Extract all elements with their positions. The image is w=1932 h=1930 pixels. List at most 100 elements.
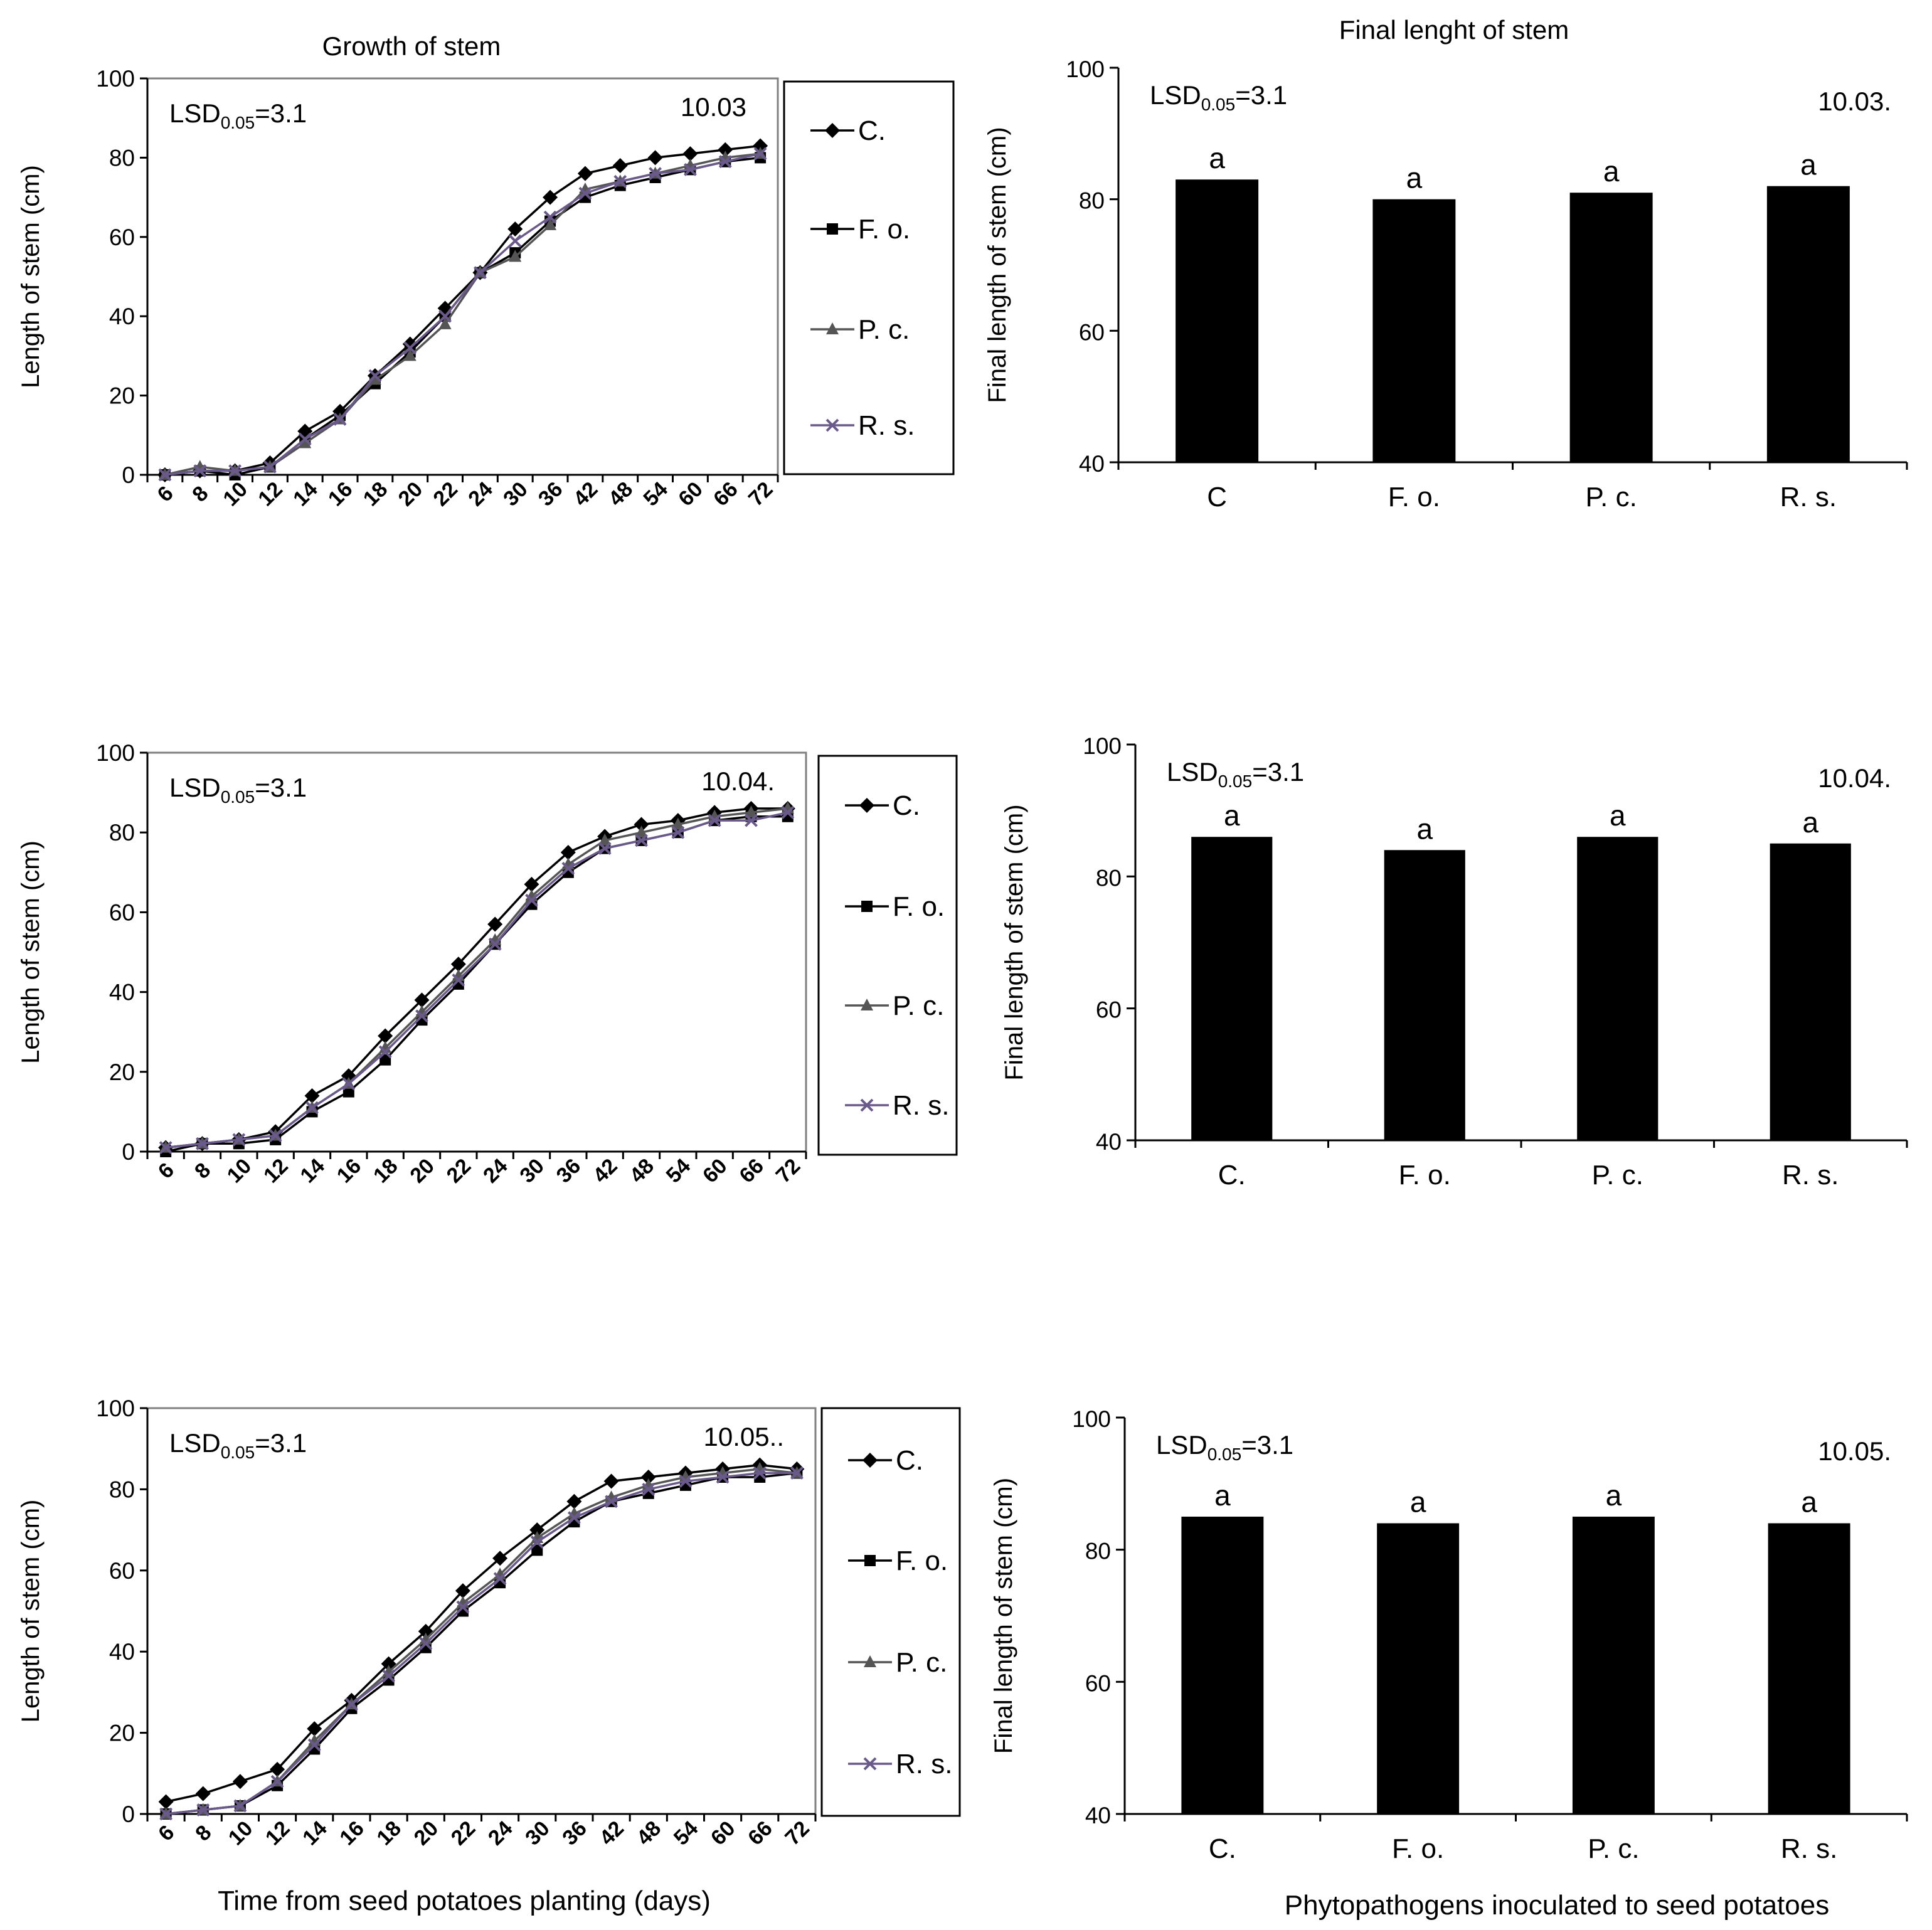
date-label: 10.05.. bbox=[704, 1422, 784, 1451]
y-tick-label: 60 bbox=[1085, 1670, 1111, 1696]
data-point bbox=[543, 189, 558, 205]
x-category-label: P. c. bbox=[1588, 1833, 1639, 1864]
data-point bbox=[438, 309, 452, 323]
legend-label: F. o. bbox=[896, 1546, 948, 1576]
x-tick-label: 54 bbox=[669, 1816, 703, 1850]
data-point bbox=[378, 1028, 393, 1044]
lsd-value: =3.1 bbox=[1252, 757, 1304, 787]
x-tick-label: 36 bbox=[534, 477, 568, 511]
data-point bbox=[649, 167, 662, 181]
data-point bbox=[524, 876, 539, 892]
legend-marker bbox=[860, 1098, 874, 1112]
x-tick-label: 14 bbox=[295, 1154, 329, 1188]
lsd-text: LSD bbox=[1167, 757, 1218, 787]
data-point bbox=[647, 150, 663, 166]
x-tick-label: 30 bbox=[499, 477, 533, 511]
y-axis-title: Length of stem (cm) bbox=[17, 840, 45, 1064]
data-point bbox=[270, 1774, 284, 1788]
bar-pc bbox=[1577, 837, 1659, 1140]
data-point bbox=[718, 155, 732, 169]
x-tick-label: 14 bbox=[298, 1816, 332, 1850]
y-axis-title: Length of stem (cm) bbox=[17, 165, 45, 388]
bar-pc bbox=[1569, 193, 1653, 462]
y-tick-label: 60 bbox=[1096, 997, 1122, 1023]
x-tick-label: 22 bbox=[447, 1816, 480, 1850]
data-point bbox=[263, 460, 277, 474]
data-point bbox=[438, 317, 452, 329]
x-tick-label: 24 bbox=[484, 1816, 518, 1850]
x-category-label: R. s. bbox=[1780, 482, 1837, 512]
data-point bbox=[640, 1469, 656, 1485]
data-point bbox=[544, 218, 557, 230]
significance-letter: a bbox=[1603, 155, 1620, 188]
significance-letter: a bbox=[1224, 799, 1240, 832]
x-tick-label: 8 bbox=[188, 482, 213, 507]
y-tick-label: 80 bbox=[109, 820, 135, 846]
x-category-label: R. s. bbox=[1781, 1833, 1837, 1864]
data-point bbox=[568, 1511, 581, 1525]
legend-label: P. c. bbox=[893, 990, 944, 1021]
bar-rs bbox=[1768, 1523, 1850, 1814]
x-tick-label: 30 bbox=[515, 1154, 549, 1188]
data-point bbox=[671, 825, 685, 839]
y-tick-label: 80 bbox=[109, 1477, 135, 1502]
legend-marker bbox=[864, 1555, 876, 1566]
data-point bbox=[414, 992, 430, 1008]
data-point bbox=[753, 1466, 767, 1480]
significance-letter: a bbox=[1610, 799, 1626, 832]
x-tick-label: 20 bbox=[405, 1154, 439, 1188]
data-point bbox=[232, 1133, 246, 1147]
data-point bbox=[753, 147, 767, 161]
y-tick-label: 20 bbox=[109, 1721, 135, 1746]
x-category-label: C bbox=[1207, 482, 1227, 512]
x-tick-label: 36 bbox=[552, 1154, 586, 1188]
data-point bbox=[368, 373, 381, 385]
y-tick-label: 60 bbox=[109, 225, 135, 250]
y-axis-title: Final length of stem (cm) bbox=[990, 1478, 1017, 1754]
series-line-c bbox=[166, 1463, 797, 1803]
data-point bbox=[531, 1544, 543, 1556]
data-point bbox=[635, 834, 648, 847]
y-tick-label: 100 bbox=[96, 66, 135, 92]
x-tick-label: 48 bbox=[604, 477, 638, 511]
x-category-label: P. c. bbox=[1585, 482, 1637, 512]
bar-fo bbox=[1372, 199, 1456, 462]
data-point bbox=[403, 341, 417, 355]
data-point bbox=[605, 1495, 618, 1508]
x-tick-label: 36 bbox=[558, 1816, 592, 1850]
data-point bbox=[270, 1761, 285, 1777]
y-axis-title: Final length of stem (cm) bbox=[984, 127, 1011, 403]
bar-fo bbox=[1384, 850, 1465, 1140]
data-point bbox=[233, 1799, 247, 1813]
legend-label: R. s. bbox=[858, 410, 915, 441]
x-tick-label: 8 bbox=[191, 1821, 216, 1846]
line-chart-lsd-label: LSD0.05=3.1 bbox=[169, 773, 307, 807]
data-point bbox=[718, 142, 733, 157]
x-tick-label: 30 bbox=[521, 1816, 555, 1850]
legend-box bbox=[817, 755, 958, 1156]
legend-label: C. bbox=[893, 790, 920, 821]
legend-label: R. s. bbox=[896, 1749, 952, 1779]
data-point bbox=[268, 1129, 282, 1142]
x-tick-label: 6 bbox=[154, 1159, 179, 1184]
x-category-label: C. bbox=[1209, 1833, 1236, 1864]
data-point bbox=[299, 436, 312, 448]
y-tick-label: 0 bbox=[122, 1139, 135, 1165]
y-tick-label: 60 bbox=[1079, 319, 1105, 345]
data-point bbox=[708, 814, 721, 827]
series-line-c bbox=[165, 807, 788, 1149]
legend: C. F. o. P. c. R. s. bbox=[820, 1407, 961, 1817]
significance-letter: a bbox=[1406, 162, 1423, 194]
legend-marker bbox=[825, 123, 840, 138]
bar-rs bbox=[1766, 186, 1850, 462]
significance-letter: a bbox=[1214, 1479, 1231, 1512]
x-tick-label: 66 bbox=[743, 1816, 777, 1850]
lsd-subscript: 0.05 bbox=[221, 787, 255, 807]
legend-label: F. o. bbox=[893, 891, 945, 922]
data-point bbox=[195, 1786, 211, 1801]
bar-fo bbox=[1377, 1523, 1460, 1814]
series-line-rs bbox=[166, 1471, 797, 1815]
